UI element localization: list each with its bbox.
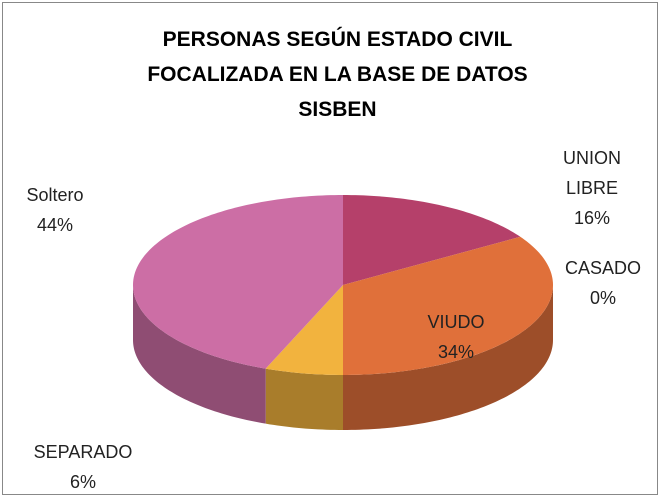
data-label-name: UNION LIBRE (563, 148, 621, 198)
data-label-value: 44% (36, 215, 74, 235)
pie-slice (265, 285, 343, 375)
data-label-value: 34% (437, 342, 475, 362)
pie-side (133, 285, 266, 424)
data-label-value: 16% (573, 208, 611, 228)
pie-side (265, 368, 343, 430)
pie-slice (343, 236, 553, 375)
data-label-name: VIUDO (427, 312, 485, 332)
pie-side (343, 285, 553, 430)
data-label-name: SEPARADO (33, 442, 133, 462)
data-label-value: 6% (69, 472, 97, 492)
chart-title: PERSONAS SEGÚN ESTADO CIVIL FOCALIZADA E… (147, 28, 528, 121)
pie-slice (343, 195, 521, 285)
pie-slice (133, 195, 343, 369)
data-label-name: CASADO (564, 258, 642, 278)
data-label-name: Soltero (26, 185, 84, 205)
data-label-value: 0% (589, 288, 617, 308)
